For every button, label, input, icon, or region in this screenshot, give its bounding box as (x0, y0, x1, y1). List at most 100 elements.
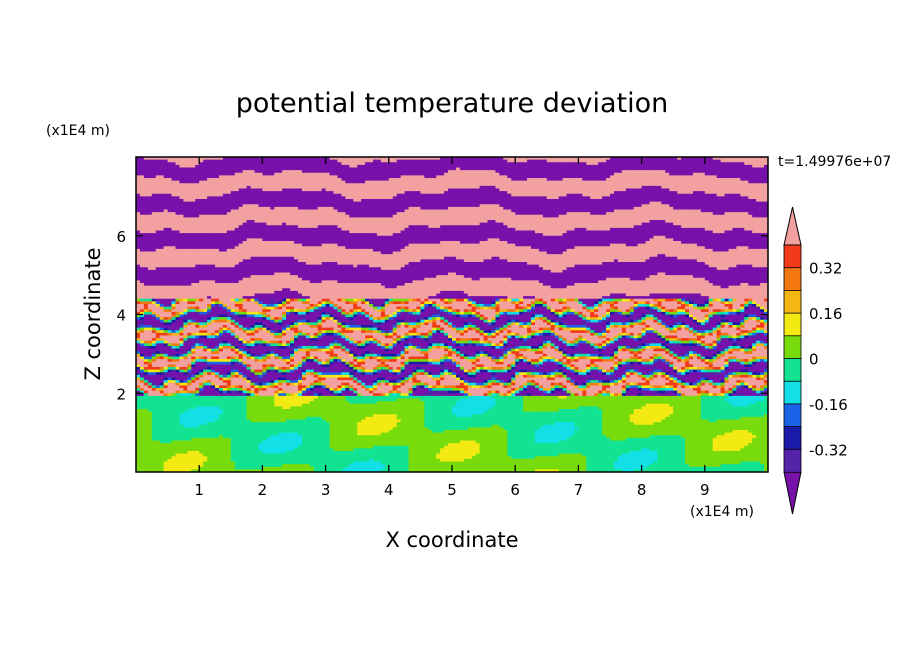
field-cell (523, 183, 528, 187)
field-cell (440, 214, 445, 218)
field-cell (207, 199, 212, 203)
field-cell (708, 172, 714, 176)
field-cell (357, 217, 362, 221)
field-cell (155, 180, 161, 184)
field-cell (341, 233, 346, 237)
field-cell (290, 159, 295, 163)
field-cell (515, 183, 520, 187)
field-cell (258, 183, 263, 187)
field-cell (598, 175, 603, 179)
field-cell (700, 170, 706, 174)
field-cell (661, 220, 666, 224)
field-cell (191, 238, 196, 242)
field-cell (238, 162, 244, 166)
field-cell (542, 191, 548, 195)
field-cell (531, 204, 536, 208)
field-cell (191, 217, 196, 221)
field-cell (448, 199, 453, 203)
field-cell (408, 159, 413, 163)
field-cell (262, 180, 267, 184)
field-cell (203, 172, 208, 176)
field-cell (542, 180, 548, 184)
field-cell (598, 222, 603, 226)
field-cell (266, 191, 271, 195)
field-cell (479, 188, 484, 192)
field-cell (519, 172, 524, 176)
field-cell (353, 191, 358, 195)
field-cell (542, 196, 548, 200)
field-cell (704, 188, 710, 192)
field-cell (171, 238, 176, 242)
field-cell (282, 157, 287, 161)
field-cell (720, 204, 725, 208)
field-cell (546, 199, 552, 203)
field-cell (531, 235, 536, 239)
field-cell (499, 188, 504, 192)
field-cell (317, 225, 323, 229)
field-cell (463, 212, 469, 216)
field-cell (294, 157, 299, 161)
field-cell (301, 227, 307, 231)
field-cell (586, 220, 591, 224)
field-cell (384, 196, 390, 200)
field-cell (546, 188, 552, 192)
field-cell (424, 235, 429, 239)
field-cell (665, 227, 670, 231)
field-cell (333, 191, 338, 195)
field-cell (361, 167, 366, 171)
field-cell (692, 180, 698, 184)
field-cell (258, 227, 263, 231)
field-cell (677, 220, 682, 224)
field-cell (578, 212, 583, 216)
field-cell (199, 212, 204, 216)
field-cell (254, 167, 259, 171)
field-cell (708, 159, 714, 163)
field-cell (171, 172, 176, 176)
field-cell (361, 220, 366, 224)
field-cell (195, 238, 200, 242)
field-cell (499, 175, 504, 179)
field-cell (175, 206, 180, 210)
field-cell (665, 159, 670, 163)
field-cell (246, 188, 251, 192)
field-cell (226, 191, 232, 195)
field-cell (471, 222, 477, 226)
field-cell (258, 167, 263, 171)
field-cell (550, 235, 556, 239)
field-cell (479, 157, 484, 161)
field-cell (250, 196, 255, 200)
field-cell (218, 201, 224, 205)
field-cell (337, 222, 342, 226)
field-cell (495, 180, 500, 184)
field-cell (574, 220, 579, 224)
field-cell (633, 217, 639, 221)
field-cell (621, 183, 627, 187)
field-cell (519, 193, 524, 197)
field-cell (546, 212, 552, 216)
field-cell (649, 164, 654, 168)
field-cell (412, 191, 417, 195)
field-cell (637, 230, 642, 234)
field-cell (432, 199, 437, 203)
field-cell (720, 230, 725, 234)
field-cell (199, 238, 204, 242)
field-cell (756, 204, 761, 208)
field-cell (384, 164, 390, 168)
field-cell (467, 217, 473, 221)
field-cell (317, 183, 323, 187)
field-cell (764, 220, 768, 224)
field-cell (570, 191, 575, 195)
field-cell (436, 170, 441, 174)
field-cell (582, 178, 587, 182)
field-cell (278, 157, 283, 161)
field-cell (349, 159, 354, 163)
field-cell (309, 167, 315, 171)
field-cell (629, 217, 635, 221)
field-cell (459, 199, 465, 203)
field-cell (211, 209, 216, 213)
field-cell (215, 193, 220, 197)
field-cell (495, 159, 500, 163)
field-cell (301, 175, 307, 179)
field-cell (270, 217, 275, 221)
field-cell (685, 209, 690, 213)
